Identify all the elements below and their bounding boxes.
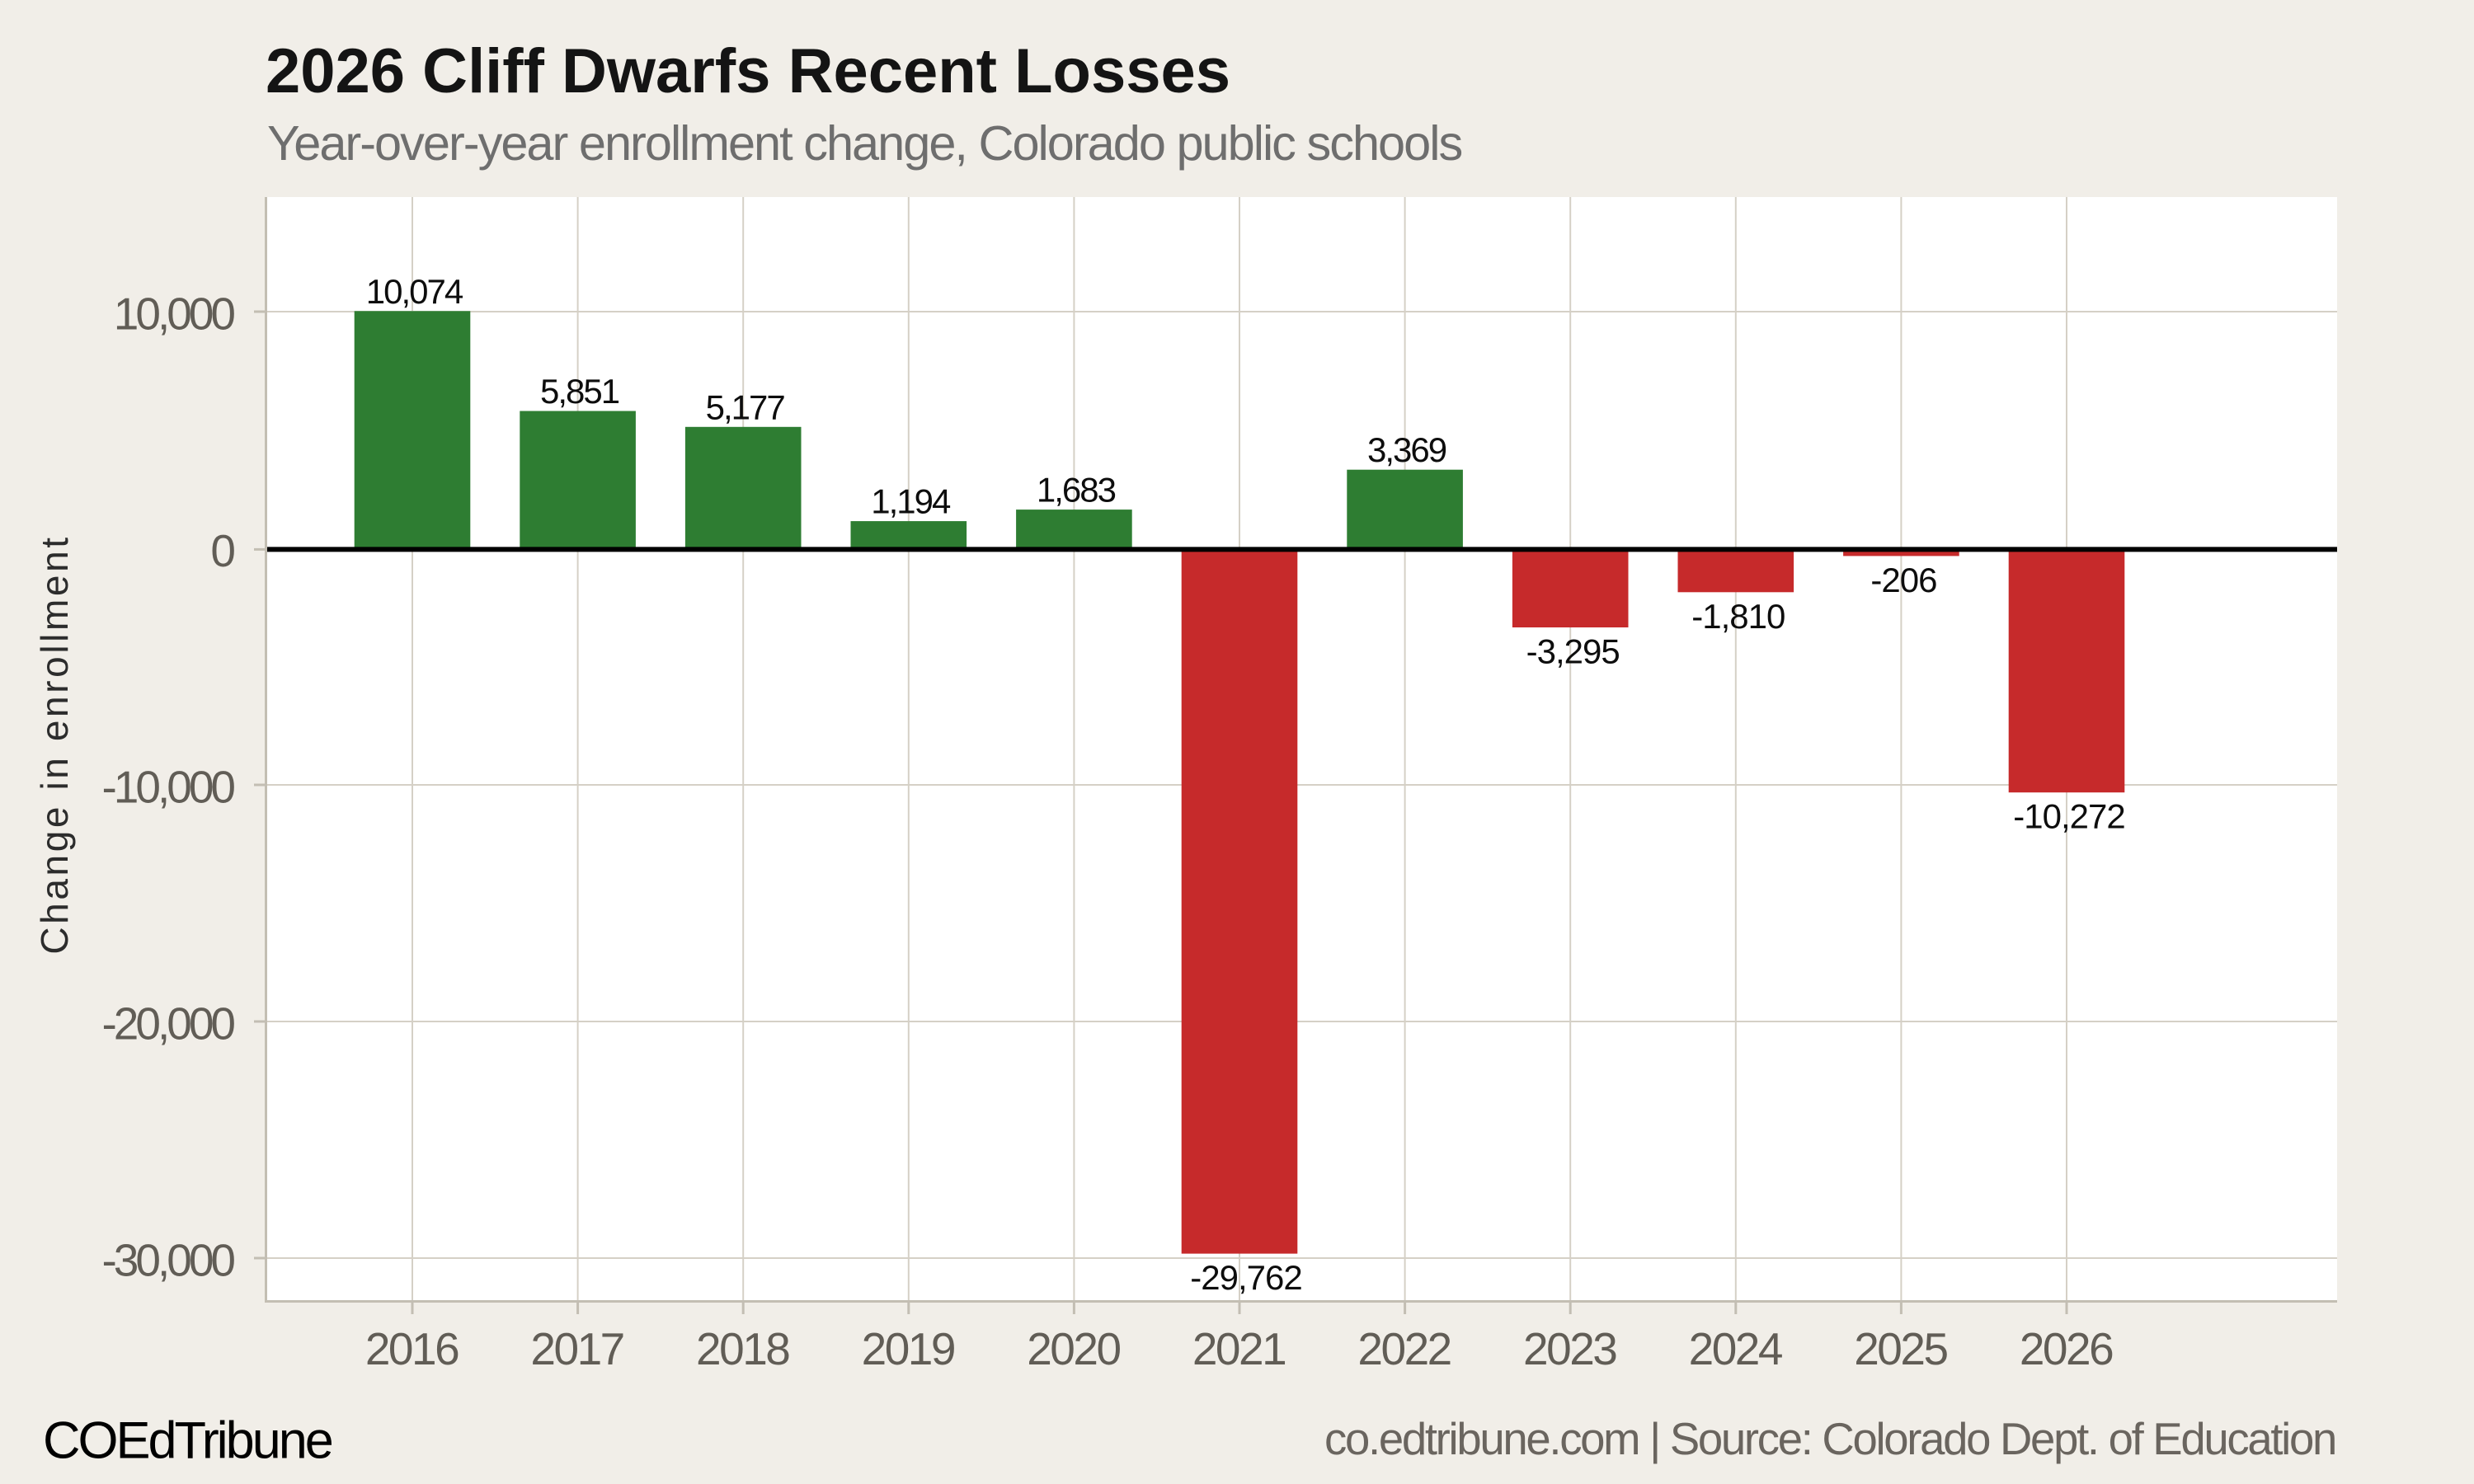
svg-text:2017: 2017	[530, 1323, 623, 1374]
svg-text:2018: 2018	[696, 1323, 789, 1374]
svg-text:-20,000: -20,000	[101, 998, 234, 1050]
svg-text:2022: 2022	[1357, 1323, 1450, 1374]
svg-text:1,683: 1,683	[1037, 471, 1116, 510]
svg-text:Change in enrollment: Change in enrollment	[33, 534, 76, 954]
svg-text:2024: 2024	[1689, 1323, 1782, 1374]
svg-text:2019: 2019	[862, 1323, 954, 1374]
svg-text:2023: 2023	[1523, 1323, 1616, 1374]
svg-text:10,074: 10,074	[366, 272, 463, 311]
svg-text:-3,295: -3,295	[1526, 632, 1620, 671]
svg-text:2026 Cliff Dwarfs Recent Losse: 2026 Cliff Dwarfs Recent Losses	[266, 36, 1230, 106]
svg-text:3,369: 3,369	[1367, 430, 1446, 469]
svg-text:2020: 2020	[1027, 1323, 1120, 1374]
svg-text:-29,762: -29,762	[1190, 1258, 1301, 1297]
svg-text:-10,000: -10,000	[101, 762, 234, 813]
svg-text:2025: 2025	[1854, 1323, 1947, 1374]
svg-text:-206: -206	[1870, 561, 1936, 599]
svg-text:1,194: 1,194	[871, 482, 951, 521]
svg-text:COEdTribune: COEdTribune	[43, 1411, 332, 1469]
svg-text:5,177: 5,177	[706, 387, 785, 426]
svg-text:-1,810: -1,810	[1691, 597, 1785, 636]
svg-text:5,851: 5,851	[540, 372, 619, 411]
svg-text:co.edtribune.com | Source: Col: co.edtribune.com | Source: Colorado Dept…	[1324, 1414, 2335, 1464]
svg-text:2016: 2016	[365, 1323, 459, 1374]
svg-text:-30,000: -30,000	[101, 1235, 234, 1286]
svg-text:10,000: 10,000	[114, 289, 235, 340]
svg-text:2021: 2021	[1192, 1323, 1285, 1374]
svg-text:0: 0	[210, 525, 234, 576]
svg-text:-10,272: -10,272	[2013, 797, 2124, 836]
svg-text:Year-over-year enrollment chan: Year-over-year enrollment change, Colora…	[267, 115, 1461, 171]
svg-text:2026: 2026	[2020, 1323, 2113, 1374]
